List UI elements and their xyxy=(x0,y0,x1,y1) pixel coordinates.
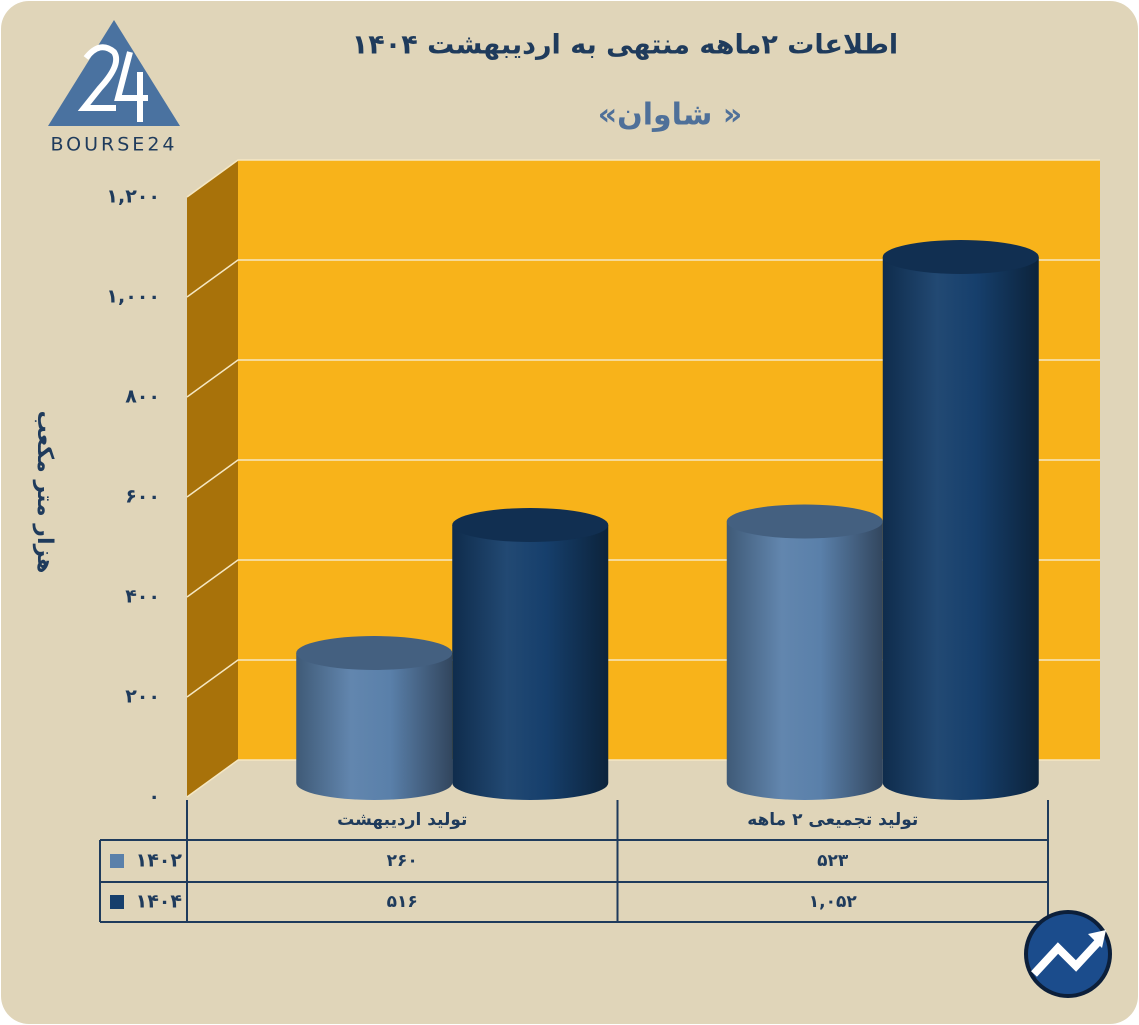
y-axis-label: هزار متر مکعب xyxy=(32,411,57,574)
value-label: ۵۱۶ xyxy=(387,892,418,912)
icon-arrow xyxy=(1031,937,1103,977)
cylinder-top xyxy=(296,636,453,670)
legend-swatch xyxy=(110,895,124,909)
cylinder-body xyxy=(296,653,453,800)
category-label: تولید تجمیعی ۲ ماهه xyxy=(747,810,918,830)
grid-line xyxy=(186,459,1100,498)
legend-swatch xyxy=(110,854,124,868)
y-tick-label: ۲۰۰ xyxy=(125,686,160,708)
grid-line xyxy=(186,259,1100,298)
data-table: تولید اردیبهشت تولید تجمیعی ۲ ماهه ۱۴۰۲ ۲۶۰… xyxy=(99,800,1049,923)
logo-two xyxy=(77,44,120,111)
value-label: ۲۶۰ xyxy=(387,851,418,871)
logo-four xyxy=(114,51,148,122)
cylinder-top xyxy=(726,504,883,539)
logo-text: BOURSE24 xyxy=(50,134,177,156)
logo: BOURSE24 xyxy=(48,20,180,156)
value-label: ۵۲۳ xyxy=(817,851,849,871)
y-tick-label: ۴۰۰ xyxy=(125,586,160,608)
cylinder-top xyxy=(882,240,1039,274)
cylinder-body xyxy=(726,521,883,800)
value-label: ۱,۰۵۲ xyxy=(809,892,858,912)
grid-line xyxy=(186,359,1100,398)
y-tick-label: ۸۰۰ xyxy=(125,386,160,408)
y-tick-label: ۰ xyxy=(148,786,160,808)
y-tick-label: ۱,۲۰۰ xyxy=(106,186,160,208)
y-tick-label: ۶۰۰ xyxy=(125,486,160,508)
legend-label: ۱۴۰۴ xyxy=(136,891,182,913)
legend-label: ۱۴۰۲ xyxy=(136,850,183,872)
category-label: تولید اردیبهشت xyxy=(337,810,467,830)
grid-line xyxy=(186,159,1100,198)
chart-subtitle: «شاوان » xyxy=(598,98,743,133)
chart-title: اطلاعات ۲ماهه منتهی به اردیبهشت ۱۴۰۴ xyxy=(352,30,898,61)
icon-arrowhead xyxy=(1088,930,1106,948)
plot-area: ۰ ۲۰۰ ۴۰۰ ۶۰۰ ۸۰۰ ۱,۰۰۰ ۱,۲۰۰ xyxy=(106,159,1100,808)
cylinder-body xyxy=(452,525,609,800)
cylinder-body xyxy=(882,257,1039,800)
cylinder-top xyxy=(452,508,609,542)
corner-icon xyxy=(1024,910,1112,998)
y-tick-label: ۱,۰۰۰ xyxy=(106,286,160,308)
